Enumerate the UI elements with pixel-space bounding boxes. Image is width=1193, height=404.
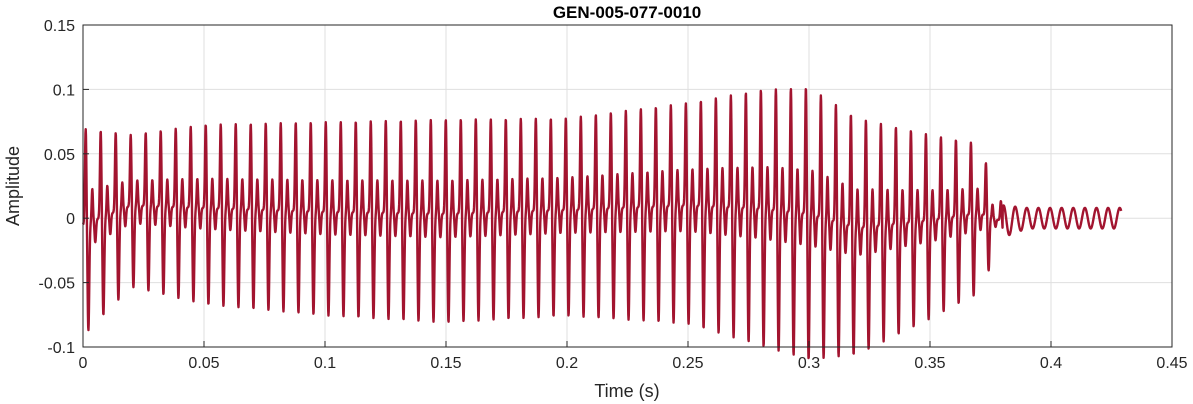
x-tick-label: 0.1	[314, 355, 336, 372]
x-tick-label: 0.05	[188, 355, 219, 372]
amplitude-series-line	[81, 87, 1123, 360]
axis-ticks: 0 0.05 0.1 0.15 0.2 0.25 0.3 0.35 0.4 0.45 -0.1 -0.…	[39, 18, 1188, 372]
y-tick-label: 0.05	[44, 147, 75, 164]
x-tick-label: 0.35	[914, 355, 945, 372]
chart-title: GEN-005-077-0010	[553, 3, 701, 22]
y-tick-label: 0.15	[44, 18, 75, 35]
axes-box	[82, 24, 1173, 348]
x-tick-label: 0.2	[556, 355, 578, 372]
y-tick-label: -0.05	[39, 276, 76, 293]
x-tick-label: 0.3	[798, 355, 820, 372]
y-axis-label: Amplitude	[3, 146, 23, 226]
x-axis-label: Time (s)	[594, 381, 659, 401]
y-tick-label: -0.1	[47, 340, 75, 357]
y-tick-label: 0	[66, 211, 75, 228]
x-tick-label: 0.45	[1156, 355, 1187, 372]
plot-series	[81, 87, 1123, 360]
x-tick-label: 0.25	[672, 355, 703, 372]
x-tick-label: 0.15	[430, 355, 461, 372]
x-tick-label: 0.4	[1040, 355, 1062, 372]
y-tick-label: 0.1	[53, 82, 75, 99]
x-tick-label: 0	[79, 355, 88, 372]
